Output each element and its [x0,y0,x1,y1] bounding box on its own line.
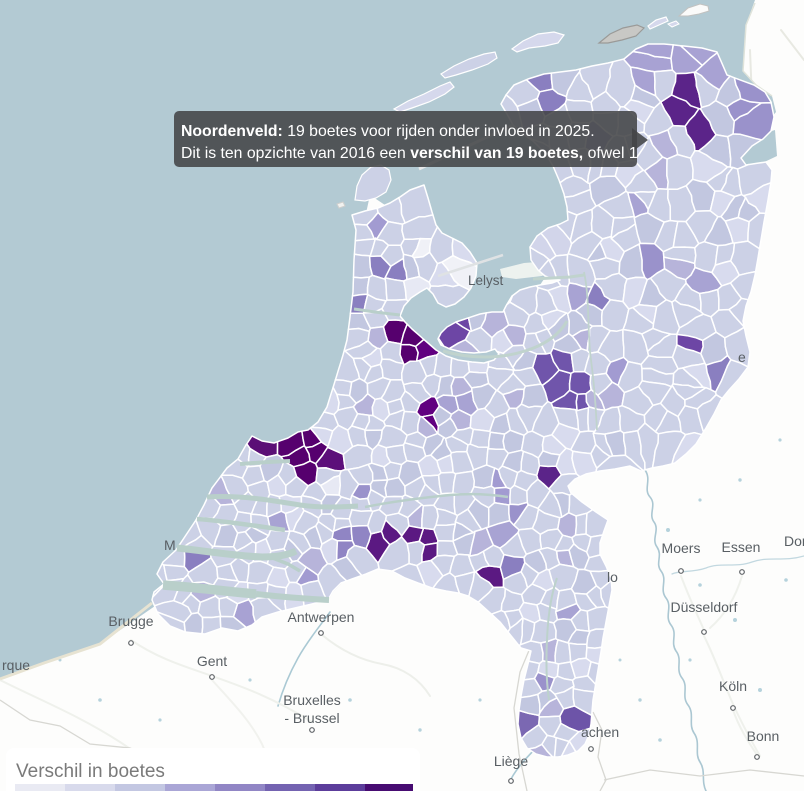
svg-text:lo: lo [607,569,618,585]
svg-text:Bruxelles: Bruxelles [283,692,341,708]
svg-text:Bonn: Bonn [747,728,780,744]
svg-text:Antwerpen: Antwerpen [288,609,355,625]
svg-text:Dortmund: Dortmund [784,533,804,549]
svg-text:e: e [738,349,746,365]
svg-text:Liège: Liège [494,753,528,769]
svg-text:Moers: Moers [662,540,701,556]
svg-text:- Brussel: - Brussel [284,710,339,726]
svg-text:Düsseldorf: Düsseldorf [671,599,738,615]
svg-text:Dit is ten opzichte van 2016 e: Dit is ten opzichte van 2016 een verschi… [181,145,638,162]
svg-text:M: M [164,537,176,553]
svg-text:Lelyst: Lelyst [468,273,504,288]
svg-text:rque: rque [2,657,30,673]
svg-text:Noordenveld: 19 boetes voor ri: Noordenveld: 19 boetes voor rijden onder… [181,123,595,140]
svg-text:achen: achen [581,724,619,740]
svg-text:Köln: Köln [719,678,747,694]
svg-text:Verschil in boetes: Verschil in boetes [16,761,165,782]
svg-text:Essen: Essen [722,539,761,555]
svg-text:Brugge: Brugge [108,613,153,629]
svg-text:Gent: Gent [197,653,227,669]
